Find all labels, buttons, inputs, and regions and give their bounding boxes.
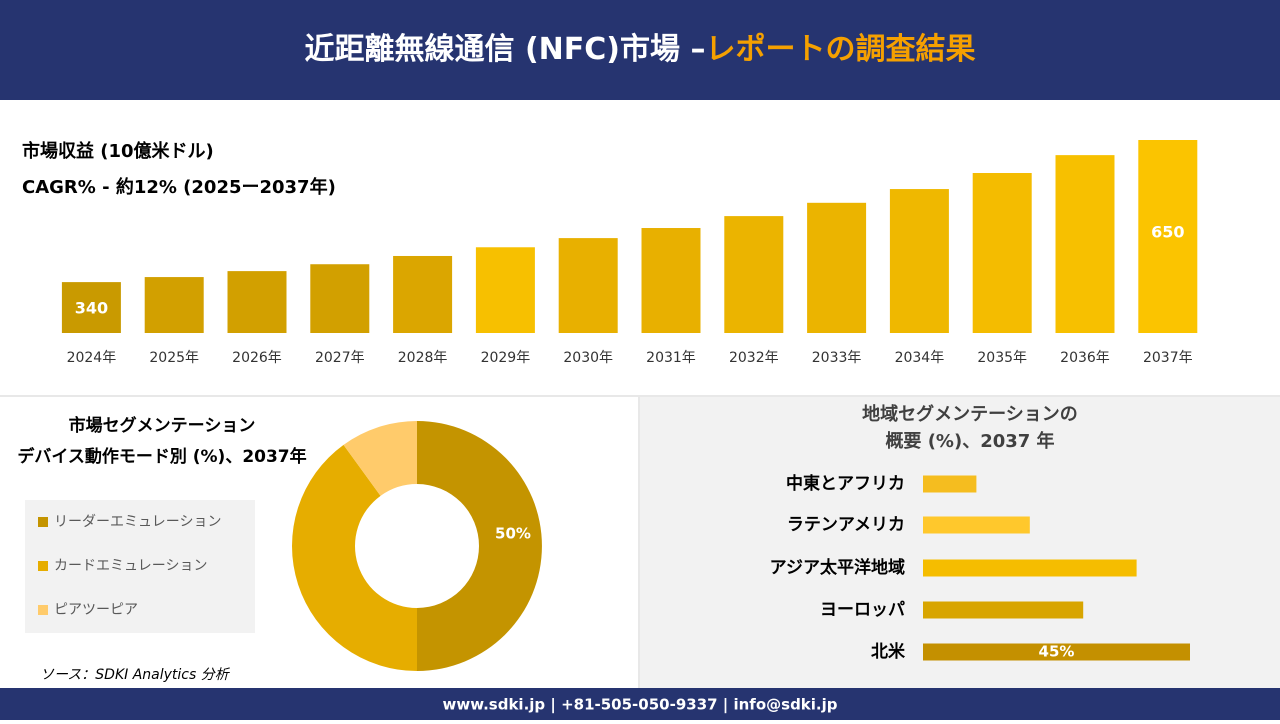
x-tick-label: 2036年 — [1060, 350, 1110, 366]
source: ソース：SDKI Analytics 分析 — [40, 667, 231, 683]
footer-contact: www.sdki.jp | +81-505-050-9337 | info@sd… — [442, 696, 837, 715]
bar — [558, 238, 618, 333]
chart-title: 市場収益 (10億米ドル) — [22, 140, 214, 162]
chart-subtitle: CAGR% - 約12% (2025ー2037年) — [22, 176, 336, 198]
legend-label: リーダーエミュレーション — [54, 514, 221, 530]
donut-segment — [292, 444, 417, 671]
bar — [61, 282, 121, 333]
x-tick-label: 2034年 — [895, 350, 945, 366]
legend-swatch — [38, 561, 48, 571]
bar — [724, 216, 784, 333]
legend-label: ピアツーピア — [54, 602, 138, 618]
chart-title: 市場セグメンテーション — [69, 415, 256, 436]
header-title: 近距離無線通信 (NFC)市場 –レポートの調査結果 — [305, 32, 976, 67]
y-tick-label: 北米 — [871, 641, 906, 662]
bar — [227, 271, 287, 333]
bar — [923, 559, 1137, 577]
donut-segment — [417, 421, 542, 671]
x-tick-label: 2035年 — [977, 350, 1027, 366]
x-tick-label: 2032年 — [729, 350, 779, 366]
x-tick-label: 2030年 — [563, 350, 613, 366]
bar — [889, 189, 949, 333]
x-tick-label: 2024年 — [67, 350, 117, 366]
bar — [393, 255, 453, 333]
y-tick-label: アジア太平洋地域 — [770, 557, 905, 578]
x-tick-label: 2028年 — [398, 350, 448, 366]
x-tick-label: 2037年 — [1143, 350, 1193, 366]
bar — [1055, 155, 1115, 333]
title-main: 近距離無線通信 (NFC)市場 – — [305, 32, 706, 67]
bar — [972, 173, 1032, 333]
value-label: 650 — [1151, 223, 1184, 242]
x-tick-label: 2026年 — [232, 350, 282, 366]
region-panel — [640, 397, 1280, 688]
bar — [923, 516, 1030, 534]
chart-subtitle: 概要 (%)、2037 年 — [885, 430, 1054, 452]
bar — [923, 601, 1084, 619]
y-tick-label: ヨーロッパ — [820, 600, 905, 620]
bar — [144, 277, 204, 333]
legend-label: カードエミュレーション — [54, 558, 207, 574]
value-label: 340 — [75, 299, 108, 318]
bar — [475, 247, 535, 333]
y-tick-label: 中東とアフリカ — [786, 473, 905, 494]
header-bar — [0, 0, 1280, 100]
bar — [641, 228, 701, 333]
bar — [807, 202, 867, 333]
footer-bar — [0, 688, 1280, 720]
x-tick-label: 2029年 — [481, 350, 531, 366]
chart-subtitle: デバイス動作モード別 (%)、2037年 — [17, 446, 306, 467]
value-label: 45% — [1039, 643, 1075, 661]
title-highlight: レポートの調査結果 — [705, 32, 975, 67]
legend-swatch — [38, 517, 48, 527]
value-label: 50% — [495, 525, 531, 543]
x-tick-label: 2031年 — [646, 350, 696, 366]
donut-segment — [343, 421, 417, 496]
bar — [923, 643, 1190, 661]
bar — [923, 475, 977, 493]
bar — [1138, 140, 1198, 333]
y-tick-label: ラテンアメリカ — [787, 515, 905, 535]
legend-box — [25, 500, 255, 633]
x-tick-label: 2027年 — [315, 350, 365, 366]
x-tick-label: 2033年 — [812, 350, 862, 366]
legend-swatch — [38, 605, 48, 615]
chart-title: 地域セグメンテーションの — [862, 403, 1078, 425]
bar — [310, 264, 370, 333]
x-tick-label: 2025年 — [149, 350, 199, 366]
